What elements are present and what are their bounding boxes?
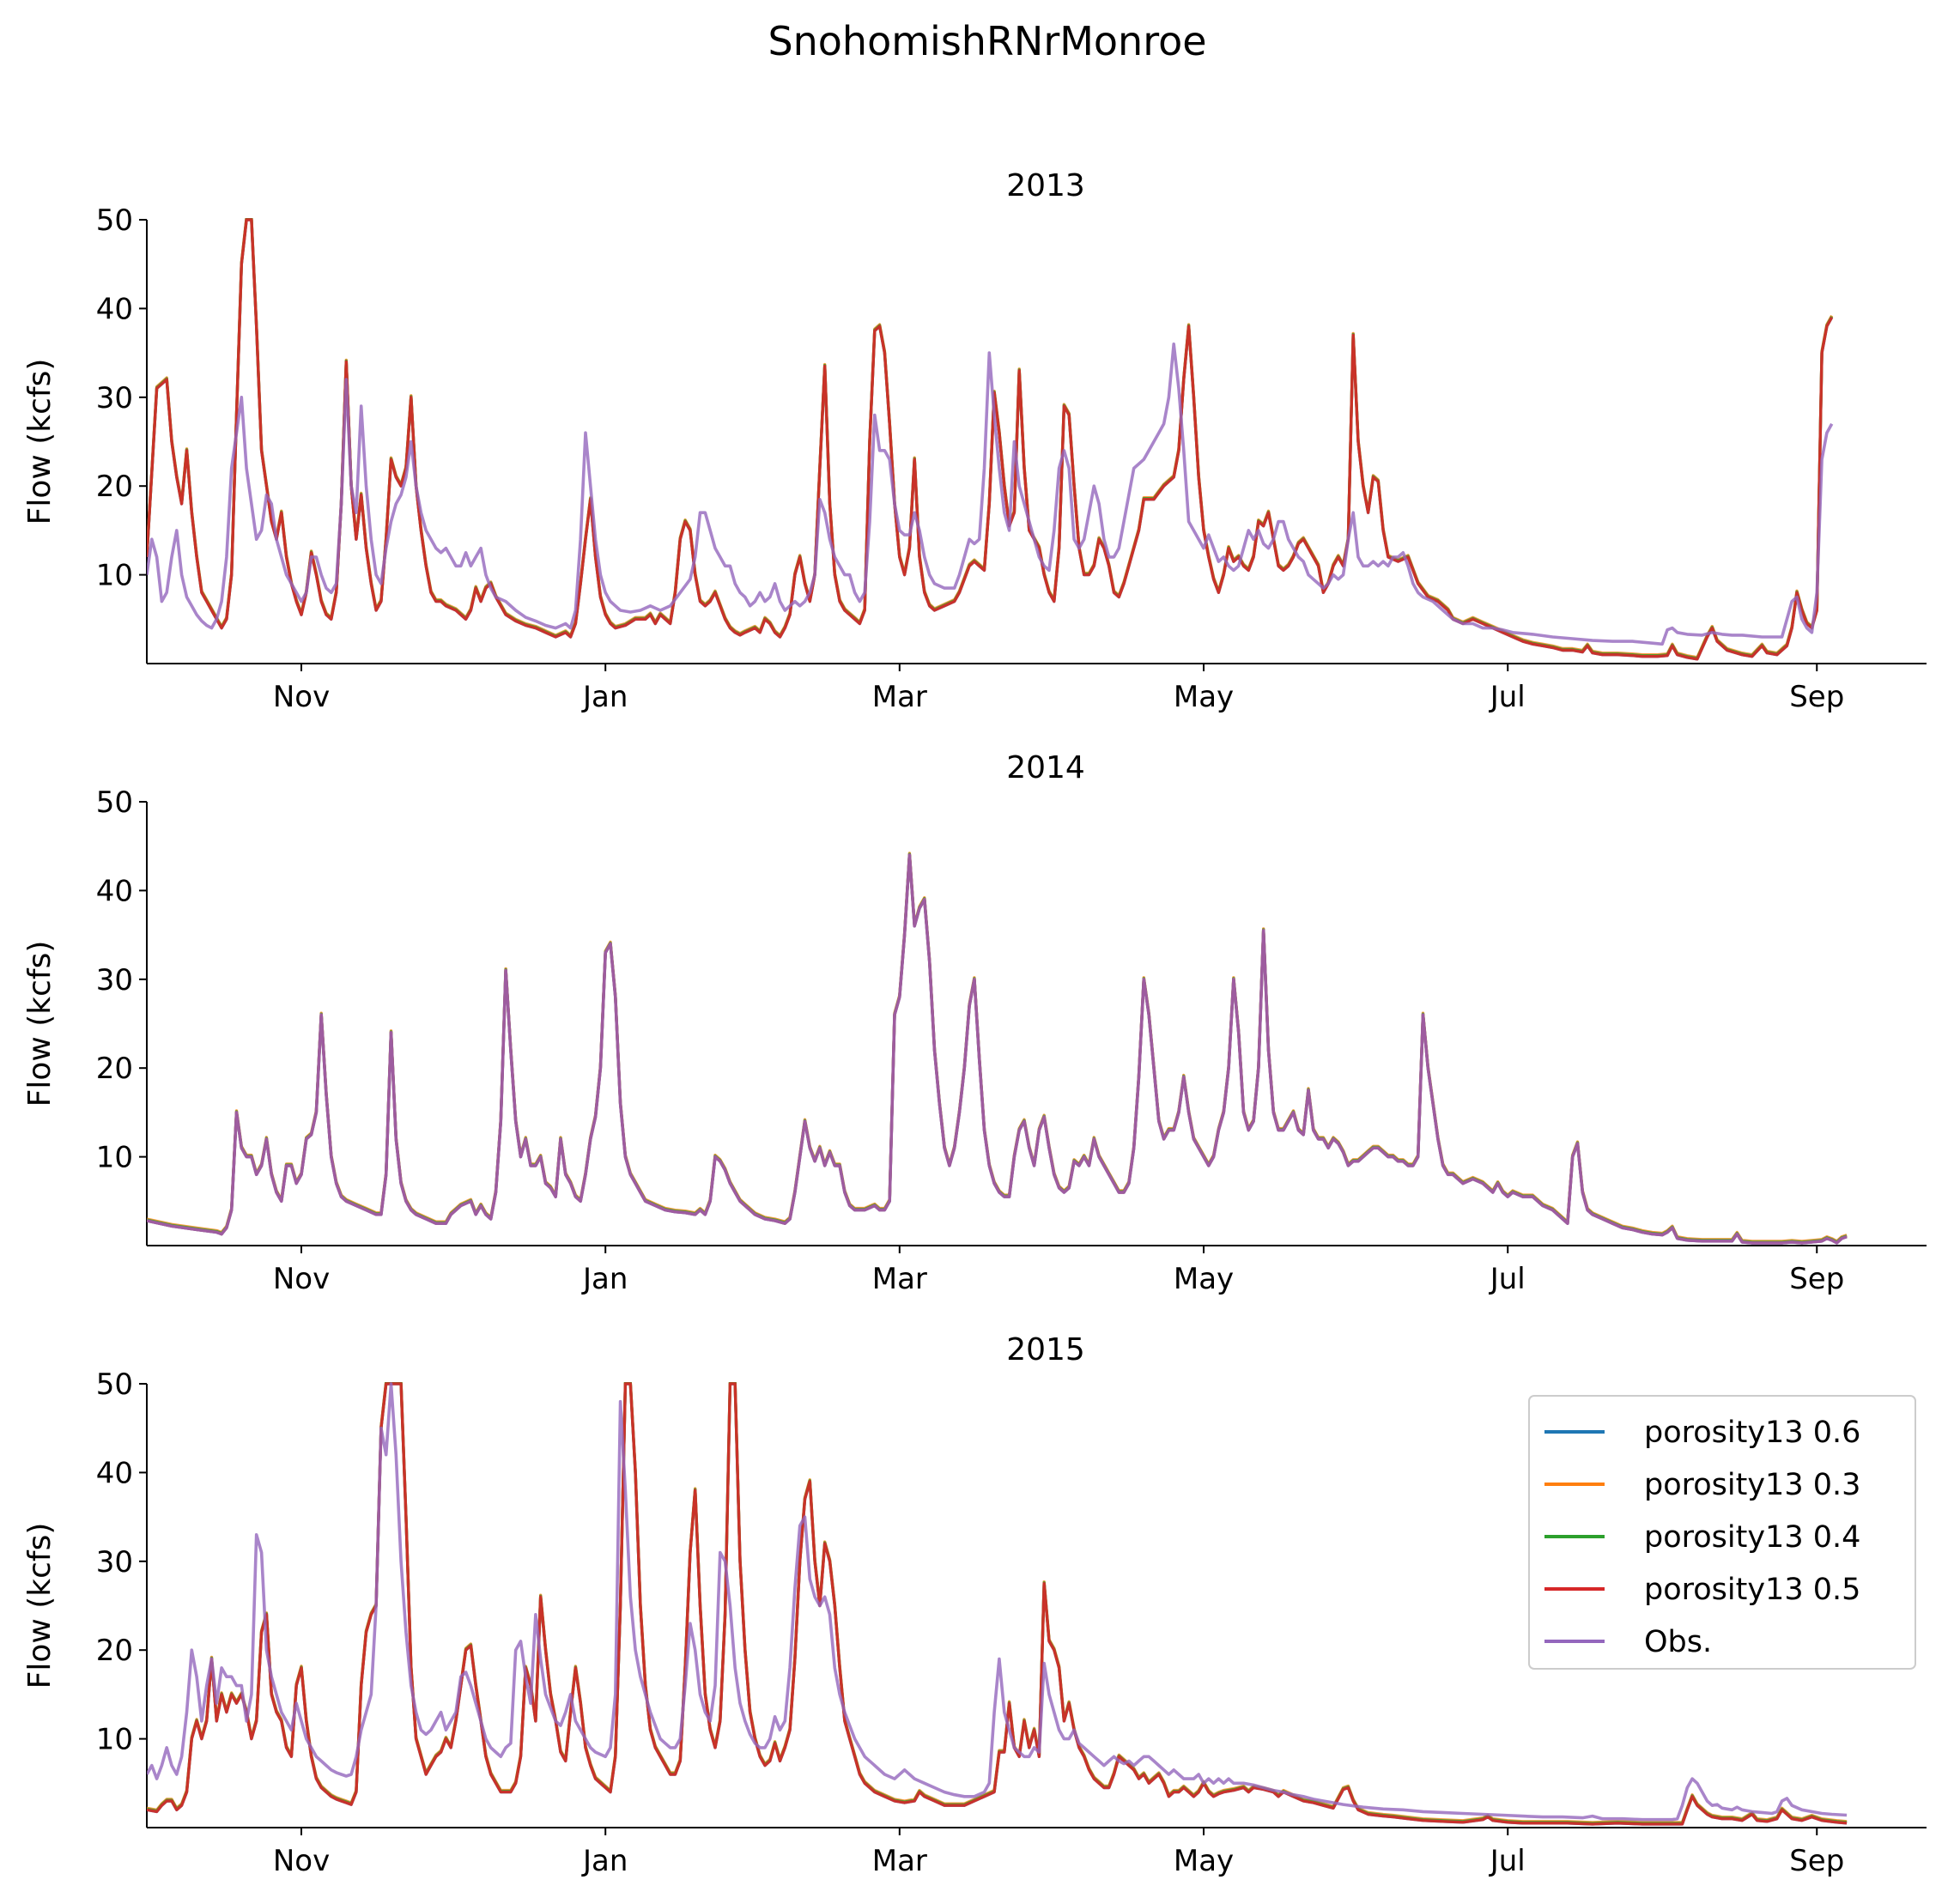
- y-tick-label: 40: [96, 292, 133, 326]
- panel-title: 2015: [1006, 1332, 1085, 1367]
- panel-2015: 2015 Flow (kcfs) 10 20 30 40 50 Nov Jan Mar May Ju…: [22, 1332, 1927, 1878]
- y-axis-label: Flow (kcfs): [22, 1523, 58, 1689]
- y-tick-label: 50: [96, 1367, 133, 1402]
- x-tick-label: Mar: [872, 1262, 927, 1296]
- x-tick-label: Sep: [1789, 680, 1844, 714]
- y-tick-label: 10: [96, 559, 133, 593]
- plot-area: [147, 1382, 1848, 1826]
- x-tick-label: Nov: [273, 1262, 330, 1296]
- y-tick-label: 50: [96, 203, 133, 238]
- x-tick-label: Nov: [273, 1844, 330, 1878]
- y-tick-label: 30: [96, 963, 133, 997]
- y-tick-label: 30: [96, 1545, 133, 1580]
- x-tick-label: Jul: [1489, 1262, 1526, 1296]
- series-line-obs: [147, 853, 1848, 1245]
- series-line-porosity13-0-5: [147, 218, 1834, 661]
- x-tick-label: Jul: [1489, 680, 1526, 714]
- legend-label: porosity13 0.3: [1644, 1468, 1860, 1502]
- x-tick-label: Sep: [1789, 1844, 1844, 1878]
- series-line-porosity13-0-5: [147, 1382, 1848, 1826]
- y-tick-label: 40: [96, 1456, 133, 1490]
- panel-title: 2013: [1006, 168, 1085, 203]
- panel-2013: 2013 Flow (kcfs) 10 20 30 40 50 Nov Jan Mar May Ju…: [22, 168, 1927, 714]
- series-line-porosity13-0-6: [147, 218, 1834, 661]
- x-tick-label: Mar: [872, 680, 927, 714]
- x-tick-label: Nov: [273, 680, 330, 714]
- x-tick-label: Sep: [1789, 1262, 1844, 1296]
- legend-label: porosity13 0.5: [1644, 1573, 1860, 1607]
- y-tick-label: 20: [96, 1634, 133, 1668]
- chart-suptitle: SnohomishRNrMonroe: [768, 18, 1206, 64]
- legend: porosity13 0.6 porosity13 0.3 porosity13 0…: [1528, 1395, 1916, 1670]
- x-tick-label: Jul: [1489, 1844, 1526, 1878]
- y-axis-label: Flow (kcfs): [22, 941, 58, 1107]
- y-tick-label: 30: [96, 381, 133, 415]
- x-tick-label: May: [1174, 1262, 1234, 1296]
- series-line-porosity13-0-4: [147, 218, 1834, 660]
- series-line-obs: [147, 1382, 1848, 1822]
- legend-box: [1528, 1395, 1916, 1670]
- series-line-obs: [147, 343, 1834, 646]
- x-tick-label: May: [1174, 680, 1234, 714]
- y-tick-label: 10: [96, 1141, 133, 1175]
- x-tick-label: Jan: [581, 1844, 628, 1878]
- panel-title: 2014: [1006, 750, 1085, 785]
- plot-area: [147, 852, 1848, 1245]
- y-tick-label: 20: [96, 470, 133, 504]
- x-tick-label: Jan: [581, 1262, 628, 1296]
- y-tick-label: 20: [96, 1052, 133, 1086]
- y-tick-label: 10: [96, 1723, 133, 1757]
- y-tick-label: 40: [96, 874, 133, 908]
- legend-label: porosity13 0.6: [1644, 1416, 1860, 1450]
- x-tick-label: May: [1174, 1844, 1234, 1878]
- x-tick-label: Mar: [872, 1844, 927, 1878]
- y-axis-label: Flow (kcfs): [22, 359, 58, 525]
- y-tick-label: 50: [96, 785, 133, 820]
- legend-label: porosity13 0.4: [1644, 1520, 1860, 1555]
- x-tick-label: Jan: [581, 680, 628, 714]
- plot-area: [147, 218, 1834, 661]
- legend-label: Obs.: [1644, 1625, 1712, 1659]
- panel-2014: 2014 Flow (kcfs) 10 20 30 40 50 Nov Jan Mar May Ju…: [22, 750, 1927, 1296]
- series-line-porosity13-0-3: [147, 218, 1834, 659]
